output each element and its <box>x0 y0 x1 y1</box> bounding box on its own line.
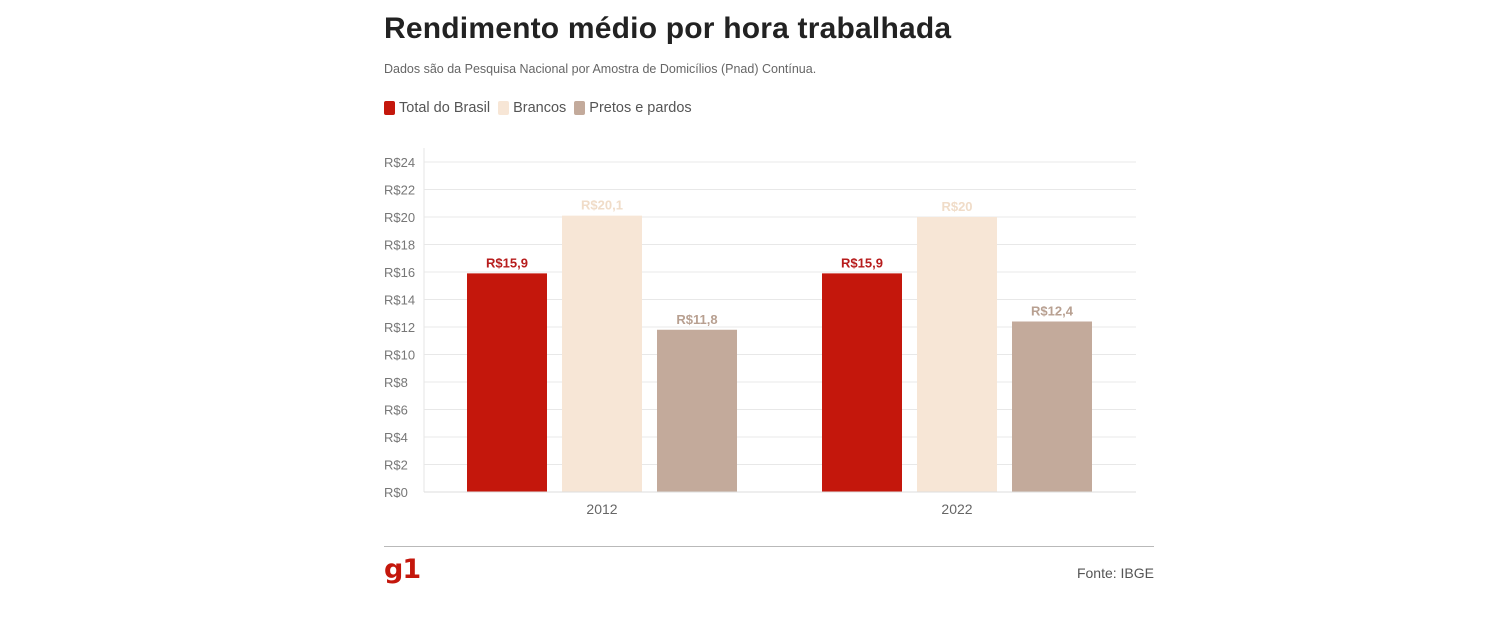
data-label: R$20,1 <box>581 198 623 213</box>
y-tick-label: R$4 <box>384 430 408 445</box>
x-tick-label: 2012 <box>586 501 617 517</box>
bar-2012-0[interactable] <box>467 273 547 492</box>
chart-subtitle: Dados são da Pesquisa Nacional por Amost… <box>384 62 817 76</box>
y-tick-label: R$16 <box>384 265 415 280</box>
bar-2012-1[interactable] <box>562 215 642 492</box>
legend-item-total[interactable]: Total do Brasil <box>384 100 490 116</box>
y-tick-label: R$20 <box>384 210 415 225</box>
legend-label-pretos-pardos: Pretos e pardos <box>589 100 692 116</box>
data-label: R$11,8 <box>676 312 717 327</box>
data-label: R$15,9 <box>841 255 883 270</box>
y-tick-label: R$2 <box>384 458 408 473</box>
legend-label-total: Total do Brasil <box>399 100 491 116</box>
legend-label-brancos: Brancos <box>513 100 567 116</box>
footer-divider <box>384 546 1154 547</box>
x-tick-label: 2022 <box>941 501 972 517</box>
bar-2022-2[interactable] <box>1012 321 1092 493</box>
legend-item-brancos[interactable]: Brancos <box>498 100 566 116</box>
bar-chart: R$0 R$2 R$4 R$6 R$8 R$10 R$12 R$14 R$16 R$18 R$20 R… <box>384 148 1136 517</box>
bar-2022-1[interactable] <box>917 217 997 492</box>
y-tick-label: R$6 <box>384 403 408 418</box>
chart-container: Rendimento médio por hora trabalhada Dad… <box>384 0 1154 620</box>
legend-swatch-brancos <box>498 101 510 115</box>
y-tick-label: R$10 <box>384 348 415 363</box>
y-tick-label: R$0 <box>384 485 408 500</box>
legend: Total do Brasil Brancos Pretos e pardos <box>384 100 700 116</box>
legend-item-pretos-pardos[interactable]: Pretos e pardos <box>574 100 692 116</box>
data-label: R$12,4 <box>1031 304 1074 319</box>
y-tick-label: R$14 <box>384 293 415 308</box>
bar-2012-2[interactable] <box>657 329 737 492</box>
chart-title: Rendimento médio por hora trabalhada <box>384 12 952 45</box>
y-tick-label: R$18 <box>384 238 415 253</box>
data-label: R$20 <box>941 199 972 214</box>
y-tick-label: R$12 <box>384 320 415 335</box>
y-tick-label: R$24 <box>384 155 415 170</box>
y-tick-label: R$22 <box>384 183 415 198</box>
legend-swatch-pretos-pardos <box>574 101 586 115</box>
y-tick-label: R$8 <box>384 375 408 390</box>
data-label: R$15,9 <box>486 255 528 270</box>
legend-swatch-total <box>384 101 395 115</box>
bar-2022-0[interactable] <box>822 273 902 492</box>
g1-logo: g1 <box>384 554 421 585</box>
source-note: Fonte: IBGE <box>1076 565 1154 581</box>
